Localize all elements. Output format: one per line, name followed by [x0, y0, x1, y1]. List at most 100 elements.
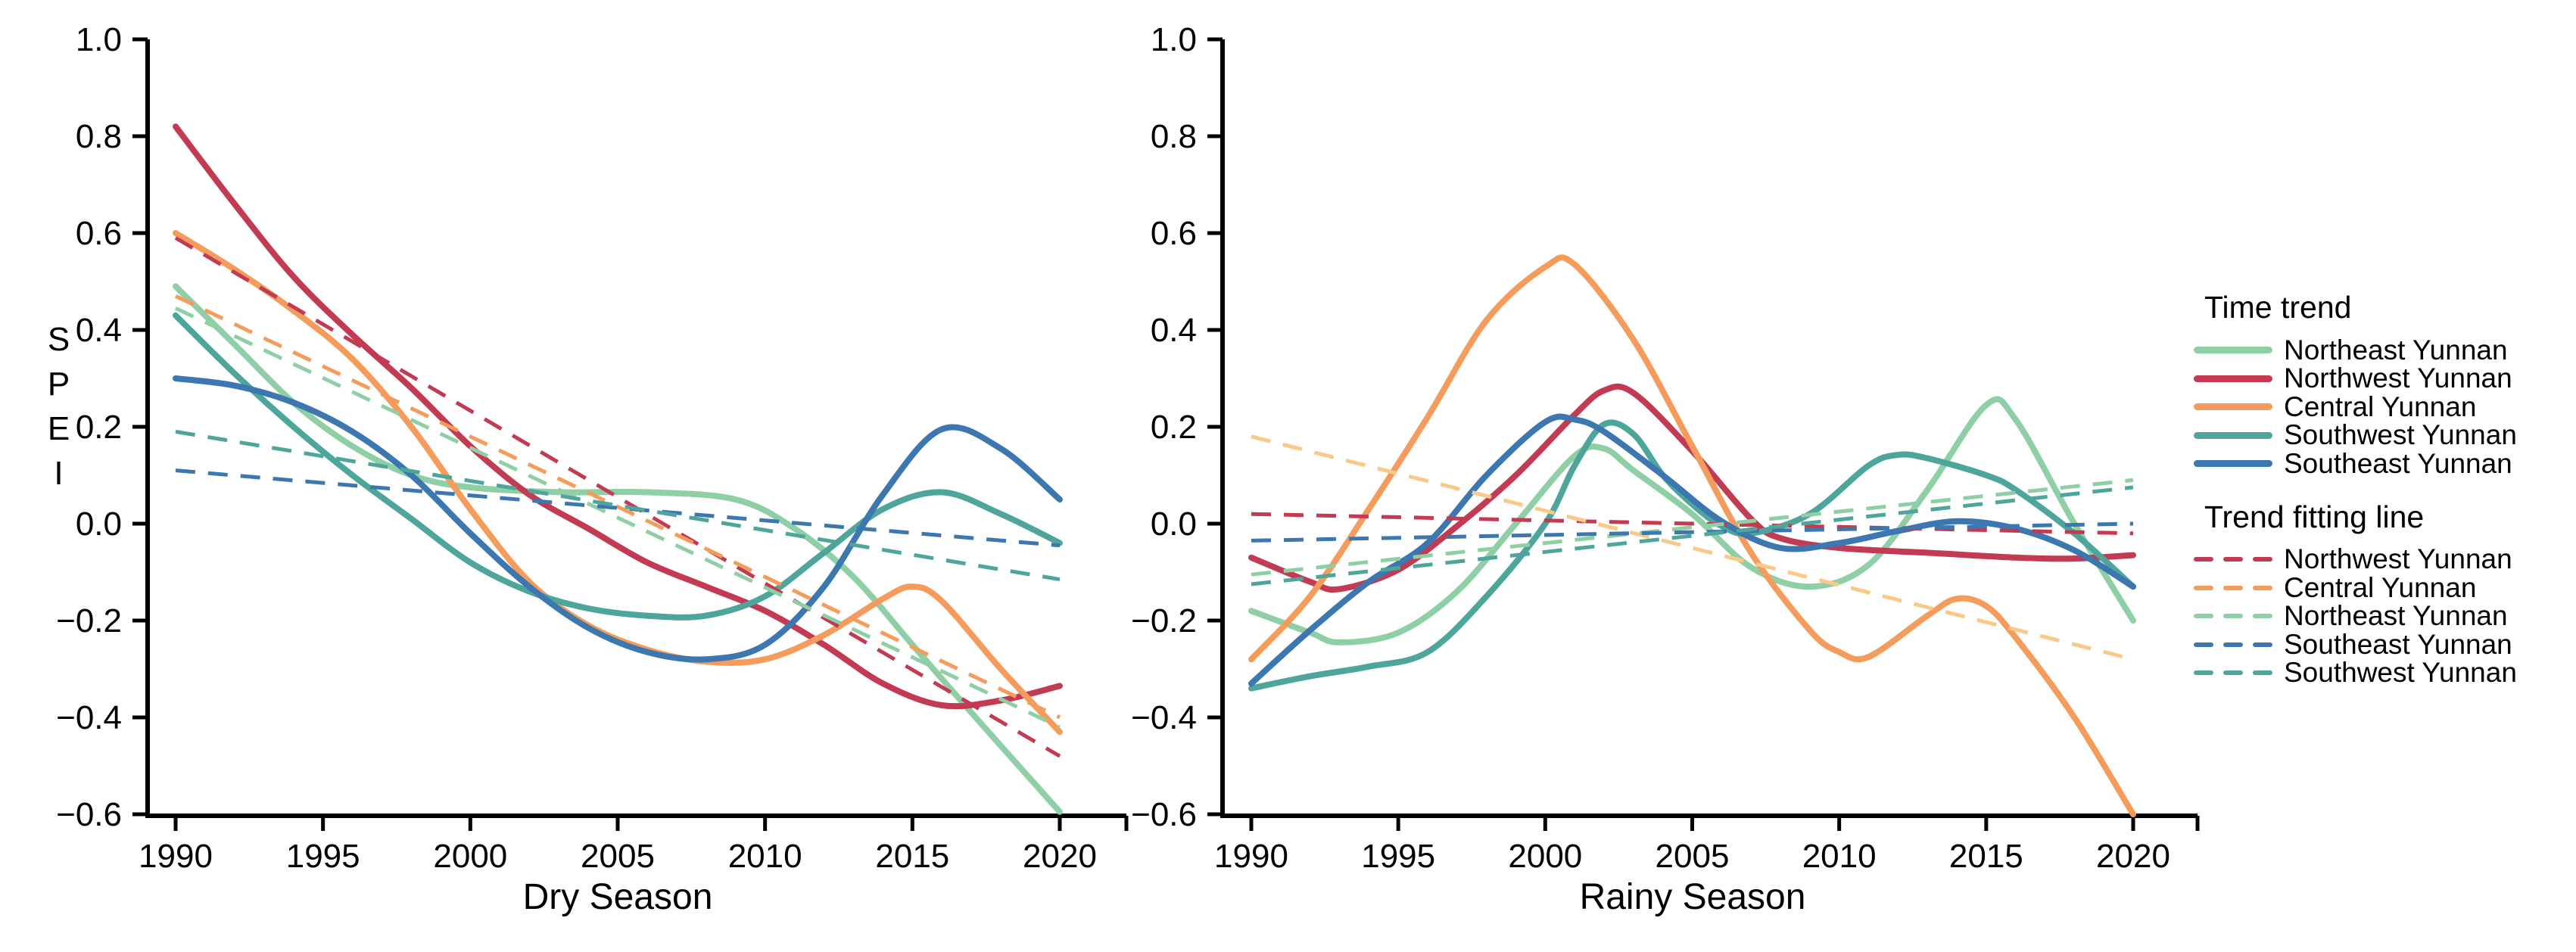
- dash-segment: [2194, 670, 2213, 676]
- rainy-y-tick-label: 1.0: [1151, 21, 1197, 58]
- rainy-x-tick-label: 2015: [1949, 838, 2023, 875]
- dash-segment: [2223, 614, 2243, 619]
- dry-x-tick-label: 2005: [581, 838, 655, 875]
- legend-time-trend-title: Time trend: [2204, 290, 2352, 325]
- legend-item-fit-northwest-yunnan: Northwest Yunnan: [2194, 543, 2517, 575]
- dashed-line-swatch: [2194, 614, 2272, 619]
- trend-rainy-northwest-yunnan: [1251, 512, 2134, 536]
- rainy-x-tick-label: 2005: [1656, 838, 1730, 875]
- dash-segment: [2223, 670, 2243, 676]
- trend-rainy-southwest-yunnan: [1251, 485, 2134, 586]
- rainy-y-tick-label: 0.2: [1151, 409, 1197, 446]
- rainy-y-tick-label: 0.8: [1151, 118, 1197, 155]
- trend-dry-northwest-yunnan: [174, 236, 1061, 758]
- dry-y-tick-label: −0.4: [56, 699, 122, 736]
- dry-y-tick-label: −0.6: [56, 796, 122, 833]
- trend-rainy-southeast-yunnan: [1251, 521, 2134, 543]
- solid-line-swatch: [2194, 460, 2272, 468]
- legend-item-label: Southeast Yunnan: [2284, 447, 2512, 479]
- trend-rainy-central-yunnan: [1251, 434, 2134, 661]
- legend-item-label: Southeast Yunnan: [2284, 628, 2512, 660]
- dash-segment: [2223, 585, 2243, 590]
- line-dry-southeast-yunnan: [173, 375, 1063, 663]
- dry-y-tick-label: 1.0: [76, 21, 122, 58]
- rainy-y-tick-label: −0.2: [1131, 602, 1197, 639]
- line-rainy-central-yunnan: [1248, 254, 2136, 817]
- dash-segment: [2253, 642, 2272, 647]
- dry-x-tick-label: 2015: [875, 838, 949, 875]
- legend-item-northeast-yunnan: Northeast Yunnan: [2194, 334, 2517, 366]
- dry-x-tick-label: 2010: [728, 838, 802, 875]
- dash-segment: [2253, 614, 2272, 619]
- rainy-x-tick-label: 2020: [2096, 838, 2170, 875]
- trend-dry-southwest-yunnan: [175, 429, 1061, 582]
- dry-y-tick-label: 0.4: [76, 312, 122, 349]
- dash-segment: [2223, 557, 2243, 562]
- legend-fitting-title: Trend fitting line: [2204, 499, 2425, 534]
- trend-rainy-northeast-yunnan: [1251, 478, 2134, 577]
- dry-x-tick-label: 2000: [433, 838, 507, 875]
- legend-item-label: Central Yunnan: [2284, 390, 2477, 422]
- rainy-season-title: Rainy Season: [1579, 877, 1806, 917]
- legend-item-fit-southwest-yunnan: Southwest Yunnan: [2194, 657, 2517, 689]
- dash-segment: [2253, 670, 2272, 676]
- legend-item-label: Southwest Yunnan: [2284, 657, 2517, 689]
- solid-line-swatch: [2194, 403, 2272, 411]
- legend-item-southwest-yunnan: Southwest Yunnan: [2194, 419, 2517, 451]
- legend-item-fit-southeast-yunnan: Southeast Yunnan: [2194, 628, 2517, 660]
- rainy-y-tick-label: −0.4: [1131, 699, 1197, 736]
- dash-segment: [2253, 585, 2272, 590]
- rainy-y-tick-label: 0.6: [1151, 215, 1197, 252]
- line-rainy-northwest-yunnan: [1248, 383, 2136, 593]
- dash-segment: [2194, 642, 2213, 647]
- solid-line-swatch: [2194, 431, 2272, 439]
- trend-dry-northeast-yunnan: [174, 306, 1061, 730]
- dry-x-tick-label: 1995: [286, 838, 360, 875]
- line-dry-northwest-yunnan: [173, 123, 1063, 710]
- rainy-x-tick-label: 2010: [1802, 838, 1877, 875]
- legend-item-label: Southwest Yunnan: [2284, 419, 2517, 451]
- legend-item-label: Northeast Yunnan: [2284, 334, 2508, 366]
- dash-segment: [2194, 585, 2213, 590]
- dash-segment: [2223, 642, 2243, 647]
- legend-item-label: Northwest Yunnan: [2284, 543, 2512, 575]
- rainy-axes: [1220, 39, 2198, 818]
- trend-dry-southeast-yunnan: [175, 468, 1061, 548]
- solid-line-swatch: [2194, 347, 2272, 354]
- legend-item-fit-central-yunnan: Central Yunnan: [2194, 571, 2517, 603]
- rainy-x-tick-label: 1990: [1214, 838, 1288, 875]
- dashed-line-swatch: [2194, 585, 2272, 590]
- dry-y-tick-label: 0.0: [76, 506, 122, 543]
- dry-season-title: Dry Season: [522, 877, 713, 917]
- rainy-x-tick-label: 1995: [1361, 838, 1435, 875]
- legend-item-label: Central Yunnan: [2284, 571, 2477, 603]
- legend-item-label: Northeast Yunnan: [2284, 600, 2508, 632]
- trend-dry-central-yunnan: [174, 294, 1061, 720]
- legend-item-southeast-yunnan: Southeast Yunnan: [2194, 447, 2517, 479]
- dry-y-tick-label: −0.2: [56, 602, 122, 639]
- legend: Time trend Northeast Yunnan Northwest Yun…: [2194, 290, 2517, 689]
- legend-fitting-items: Northwest Yunnan Central Yunnan Northeast …: [2194, 543, 2517, 689]
- dry-y-tick-label: 0.6: [76, 215, 122, 252]
- rainy-y-tick-label: 0.0: [1151, 506, 1197, 543]
- dash-segment: [2194, 614, 2213, 619]
- dashed-line-swatch: [2194, 670, 2272, 676]
- line-rainy-southeast-yunnan: [1248, 413, 2136, 687]
- legend-item-central-yunnan: Central Yunnan: [2194, 390, 2517, 422]
- legend-time-trend-items: Northeast Yunnan Northwest Yunnan Central …: [2194, 334, 2517, 479]
- dash-segment: [2253, 557, 2272, 562]
- line-rainy-northeast-yunnan: [1248, 396, 2136, 646]
- legend-item-label: Northwest Yunnan: [2284, 362, 2512, 394]
- dashed-line-swatch: [2194, 557, 2272, 562]
- legend-item-fit-northeast-yunnan: Northeast Yunnan: [2194, 600, 2517, 632]
- rainy-x-tick-label: 2000: [1508, 838, 1582, 875]
- dry-y-tick-label: 0.2: [76, 409, 122, 446]
- legend-item-northwest-yunnan: Northwest Yunnan: [2194, 362, 2517, 394]
- y-axis-title: SPEI: [40, 321, 77, 499]
- rainy-y-tick-label: 0.4: [1151, 312, 1197, 349]
- solid-line-swatch: [2194, 375, 2272, 382]
- dry-y-tick-label: 0.8: [76, 118, 122, 155]
- line-rainy-southwest-yunnan: [1248, 419, 2136, 692]
